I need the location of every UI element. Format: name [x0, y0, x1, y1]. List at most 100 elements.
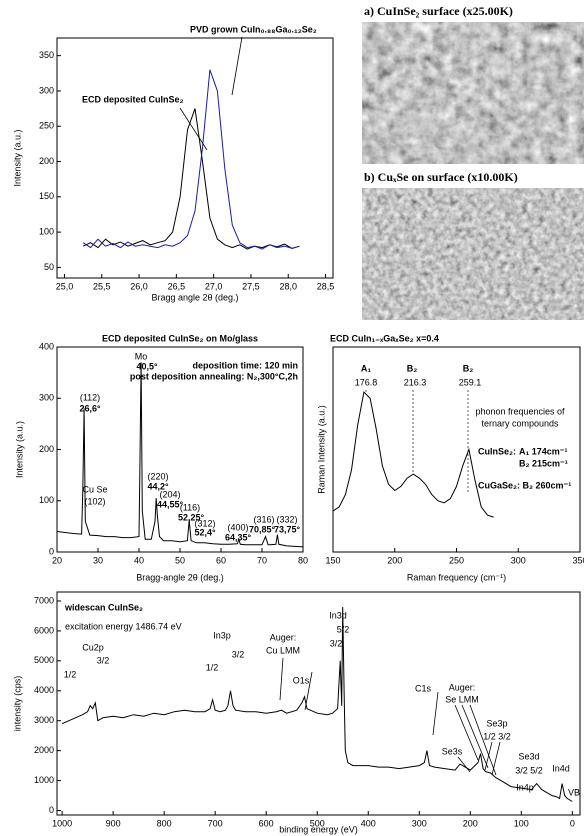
y-tick-label: 0: [49, 546, 54, 556]
y-tick-label: 2000: [34, 745, 54, 755]
annotation: B₂ 215cm⁻¹: [519, 458, 568, 468]
annotation: 26,6°: [79, 403, 101, 413]
annotation: Se3s: [442, 746, 463, 756]
x-tick-label: 27,5: [242, 281, 260, 291]
annotation: Se3d: [518, 751, 539, 761]
plot-frame: [56, 591, 581, 816]
annotation: 70,85°: [249, 524, 276, 534]
x-tick-label: 28,5: [317, 281, 335, 291]
annotation: A₁ 174cm⁻¹: [519, 446, 568, 456]
annotation: Auger:: [270, 632, 297, 642]
y-tick-label: 4000: [34, 685, 54, 695]
data-line: [61, 606, 573, 802]
annotation: 1/2: [206, 662, 219, 672]
y-tick-label: 300: [39, 85, 54, 95]
x-tick-label: 27,0: [205, 281, 223, 291]
annotation: C1s: [415, 683, 432, 693]
annotation: widescan CuInSe₂: [64, 602, 143, 612]
annotation: deposition time: 120 min: [192, 360, 298, 370]
y-tick-label: 50: [44, 262, 54, 272]
x-tick-label: 50: [175, 555, 185, 565]
x-tick-label: 0: [570, 818, 575, 828]
x-tick-label: 600: [259, 818, 274, 828]
series-label: ECD deposited CuInSe₂: [82, 94, 184, 104]
annotation: In3d: [329, 610, 347, 620]
y-tick-label: 7000: [34, 595, 54, 605]
y-axis-label: Intensity (a.u.): [14, 421, 24, 478]
x-tick-label: 1000: [52, 818, 72, 828]
x-tick-label: 900: [106, 818, 121, 828]
y-tick-label: 3000: [34, 715, 54, 725]
x-tick-label: 30: [93, 555, 103, 565]
y-tick-label: 200: [39, 156, 54, 166]
annotation: In4p: [516, 782, 534, 792]
annotation: 3/2: [232, 649, 245, 659]
x-tick-label: 800: [157, 818, 172, 828]
annotation: (116): [180, 502, 200, 512]
y-tick-label: 100: [39, 226, 54, 236]
x-tick-label: 200: [387, 555, 402, 565]
annotation: 73,75°: [274, 524, 301, 534]
annotation: 259.1: [459, 377, 482, 387]
data-line: [56, 362, 304, 548]
annotation: (332): [276, 514, 297, 524]
annotation: (316): [253, 514, 274, 524]
x-tick-label: 20: [52, 555, 62, 565]
y-tick-label: 0: [49, 805, 54, 815]
pointer: [484, 741, 493, 771]
annotation: In3p: [213, 630, 231, 640]
pointer: [179, 107, 208, 151]
annotation: A₁: [361, 363, 371, 373]
pointer: [454, 704, 479, 761]
annotation: 52,25°: [178, 512, 205, 522]
y-tick-label: 100: [39, 495, 54, 505]
pointer: [491, 741, 501, 776]
y-axis-label: Intensity (a.u.): [12, 129, 22, 186]
sem-image: [362, 188, 584, 320]
annotation: (400): [227, 522, 248, 532]
plot-frame: [56, 37, 334, 279]
y-tick-label: 400: [39, 341, 54, 351]
image-caption: b) CuₓSe on surface (x10.00K): [364, 170, 518, 184]
annotation: VB: [568, 787, 580, 797]
annotation: Cu LMM: [266, 645, 300, 655]
x-tick-label: 200: [463, 818, 478, 828]
annotation: Cu Se: [82, 484, 107, 494]
annotation: excitation energy 1486.74 eV: [65, 621, 182, 631]
y-tick-label: 1000: [34, 775, 54, 785]
annotation: 40,5°: [136, 361, 158, 371]
annotation: B₂: [463, 363, 474, 373]
annotation: 1/2 3/2: [483, 731, 511, 741]
y-tick-label: 150: [39, 191, 54, 201]
annotation: (102): [84, 496, 105, 506]
x-tick-label: 25,5: [93, 281, 111, 291]
pointer: [231, 36, 243, 96]
annotation: 64,35°: [225, 532, 252, 542]
x-tick-label: 26,0: [130, 281, 148, 291]
x-tick-label: 400: [361, 818, 376, 828]
x-tick-label: 100: [514, 818, 529, 828]
y-tick-label: 300: [39, 393, 54, 403]
series-label: PVD grown CuIn₀.₈₈Ga₀.₁₂Se₂: [190, 24, 317, 34]
x-axis-label: binding energy (eV): [279, 824, 358, 834]
image-caption: a) CuInSe₂ surface (x25.00K): [364, 4, 513, 18]
pointer: [304, 671, 313, 711]
annotation: Cu2p: [82, 642, 104, 652]
annotation: 3/2 5/2: [515, 765, 543, 775]
x-axis-label: Bragg-angle 2θ (deg.): [136, 572, 224, 582]
y-tick-label: 250: [39, 121, 54, 131]
x-tick-label: 60: [216, 555, 226, 565]
pointer: [457, 756, 471, 773]
x-tick-label: 300: [412, 818, 427, 828]
annotation: post deposition annealing: N₂,300°C,2h: [130, 371, 298, 381]
annotation: In4d: [552, 763, 570, 773]
x-tick-label: 250: [449, 555, 464, 565]
annotation: Se LMM: [445, 694, 479, 704]
annotation: 216.3: [404, 377, 427, 387]
annotation: 5/2: [337, 624, 350, 634]
x-tick-label: 80: [298, 555, 308, 565]
y-tick-label: 350: [39, 50, 54, 60]
y-tick-label: 6000: [34, 625, 54, 635]
x-tick-label: 500: [310, 818, 325, 828]
y-tick-label: 200: [39, 444, 54, 454]
